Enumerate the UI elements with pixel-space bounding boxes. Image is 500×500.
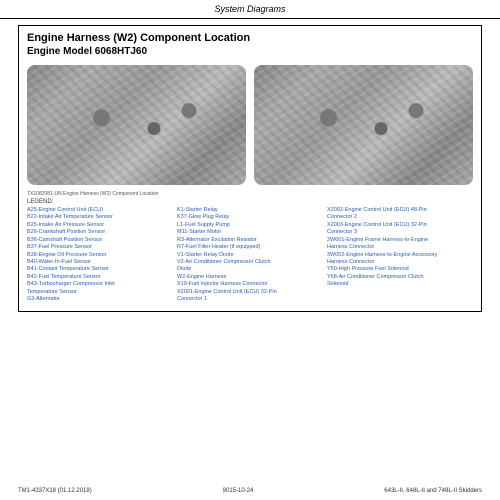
- footer-right: 643L-II, 648L-II and 748L-II Skidders: [384, 488, 482, 494]
- legend-item[interactable]: B43-Turbocharger Compressor Inlet: [27, 281, 173, 288]
- page-footer: TM1-4337X18 (01.12.2018) 9015-10-24 643L…: [18, 488, 482, 494]
- legend-item[interactable]: X2001-Engine Control Unit (ECU) 32-Pin: [177, 289, 323, 296]
- legend-item[interactable]: R3-Alternator Excitation Resistor: [177, 237, 323, 244]
- legend-item[interactable]: A25-Engine Control Unit (ECU): [27, 207, 173, 214]
- legend-label: LEGEND:: [27, 199, 473, 205]
- legend-item[interactable]: Connector 1: [177, 296, 323, 303]
- engine-diagram-left: [27, 65, 246, 185]
- diagram-row: [27, 65, 473, 185]
- legend-item[interactable]: B26-Crankshaft Position Sensor: [27, 229, 173, 236]
- legend-item[interactable]: X19-Fuel Injector Harness Connector: [177, 281, 323, 288]
- legend-item[interactable]: K37-Glow Plug Relay: [177, 214, 323, 221]
- legend-item[interactable]: Connector 2: [327, 214, 473, 221]
- legend-item[interactable]: R7-Fuel Filter Heater (if equipped): [177, 244, 323, 251]
- legend-item[interactable]: B41-Coolant Temperature Sensor: [27, 266, 173, 273]
- legend-item[interactable]: B38-Engine Oil Pressure Sensor: [27, 252, 173, 259]
- legend-item[interactable]: Harness Connector: [327, 259, 473, 266]
- legend-item[interactable]: Solenoid: [327, 281, 473, 288]
- legend-item[interactable]: Y68-Air Conditioner Compressor Clutch: [327, 274, 473, 281]
- page-title: Engine Harness (W2) Component Location: [27, 32, 473, 44]
- legend-item[interactable]: Harness Connector: [327, 244, 473, 251]
- legend-item[interactable]: W2-Engine Harness: [177, 274, 323, 281]
- legend-item[interactable]: 2W001-Engine Frame Harness-to-Engine: [327, 237, 473, 244]
- diagram-caption: TX1082081-UN Engine Harness (W2) Compone…: [27, 191, 473, 197]
- page-subtitle: Engine Model 6068HTJ60: [27, 46, 473, 57]
- legend-item[interactable]: V2-Air Conditioner Compressor Clutch: [177, 259, 323, 266]
- engine-diagram-right: [254, 65, 473, 185]
- legend-item[interactable]: X2003-Engine Control Unit (ECU) 32-Pin: [327, 222, 473, 229]
- footer-left: TM1-4337X18 (01.12.2018): [18, 488, 92, 494]
- legend-item[interactable]: V1-Starter Relay Diode: [177, 252, 323, 259]
- legend-item[interactable]: B25-Intake Air Pressure Sensor: [27, 222, 173, 229]
- legend-item[interactable]: Temperature Sensor: [27, 289, 173, 296]
- legend-item[interactable]: X2002-Engine Control Unit (ECU) 48-Pin: [327, 207, 473, 214]
- legend-item[interactable]: L1-Fuel Supply Pump: [177, 222, 323, 229]
- legend-item[interactable]: Diode: [177, 266, 323, 273]
- legend-item[interactable]: B22-Intake Air Temperature Sensor: [27, 214, 173, 221]
- legend-col-1: A25-Engine Control Unit (ECU)B22-Intake …: [27, 207, 173, 303]
- legend-item[interactable]: B40-Water-In-Fuel Sensor: [27, 259, 173, 266]
- legend-columns: A25-Engine Control Unit (ECU)B22-Intake …: [27, 207, 473, 303]
- footer-center: 9015-10-24: [223, 488, 254, 494]
- legend-item[interactable]: Y50-High Pressure Fuel Solenoid: [327, 266, 473, 273]
- legend-item[interactable]: B37-Fuel Pressure Sensor: [27, 244, 173, 251]
- content-panel: Engine Harness (W2) Component Location E…: [18, 25, 482, 312]
- legend-item[interactable]: B42-Fuel Temperature Sensor: [27, 274, 173, 281]
- legend-col-2: K1-Starter RelayK37-Glow Plug RelayL1-Fu…: [177, 207, 323, 303]
- legend-item[interactable]: Connector 3: [327, 229, 473, 236]
- legend-col-3: X2002-Engine Control Unit (ECU) 48-PinCo…: [327, 207, 473, 303]
- legend-item[interactable]: G3-Alternator: [27, 296, 173, 303]
- legend-item[interactable]: B36-Camshaft Position Sensor: [27, 237, 173, 244]
- legend-item[interactable]: K1-Starter Relay: [177, 207, 323, 214]
- legend-item[interactable]: M11-Starter Motor: [177, 229, 323, 236]
- legend-item[interactable]: 3W002-Engine Harness-to-Engine Accessory: [327, 252, 473, 259]
- page-header: System Diagrams: [0, 0, 500, 19]
